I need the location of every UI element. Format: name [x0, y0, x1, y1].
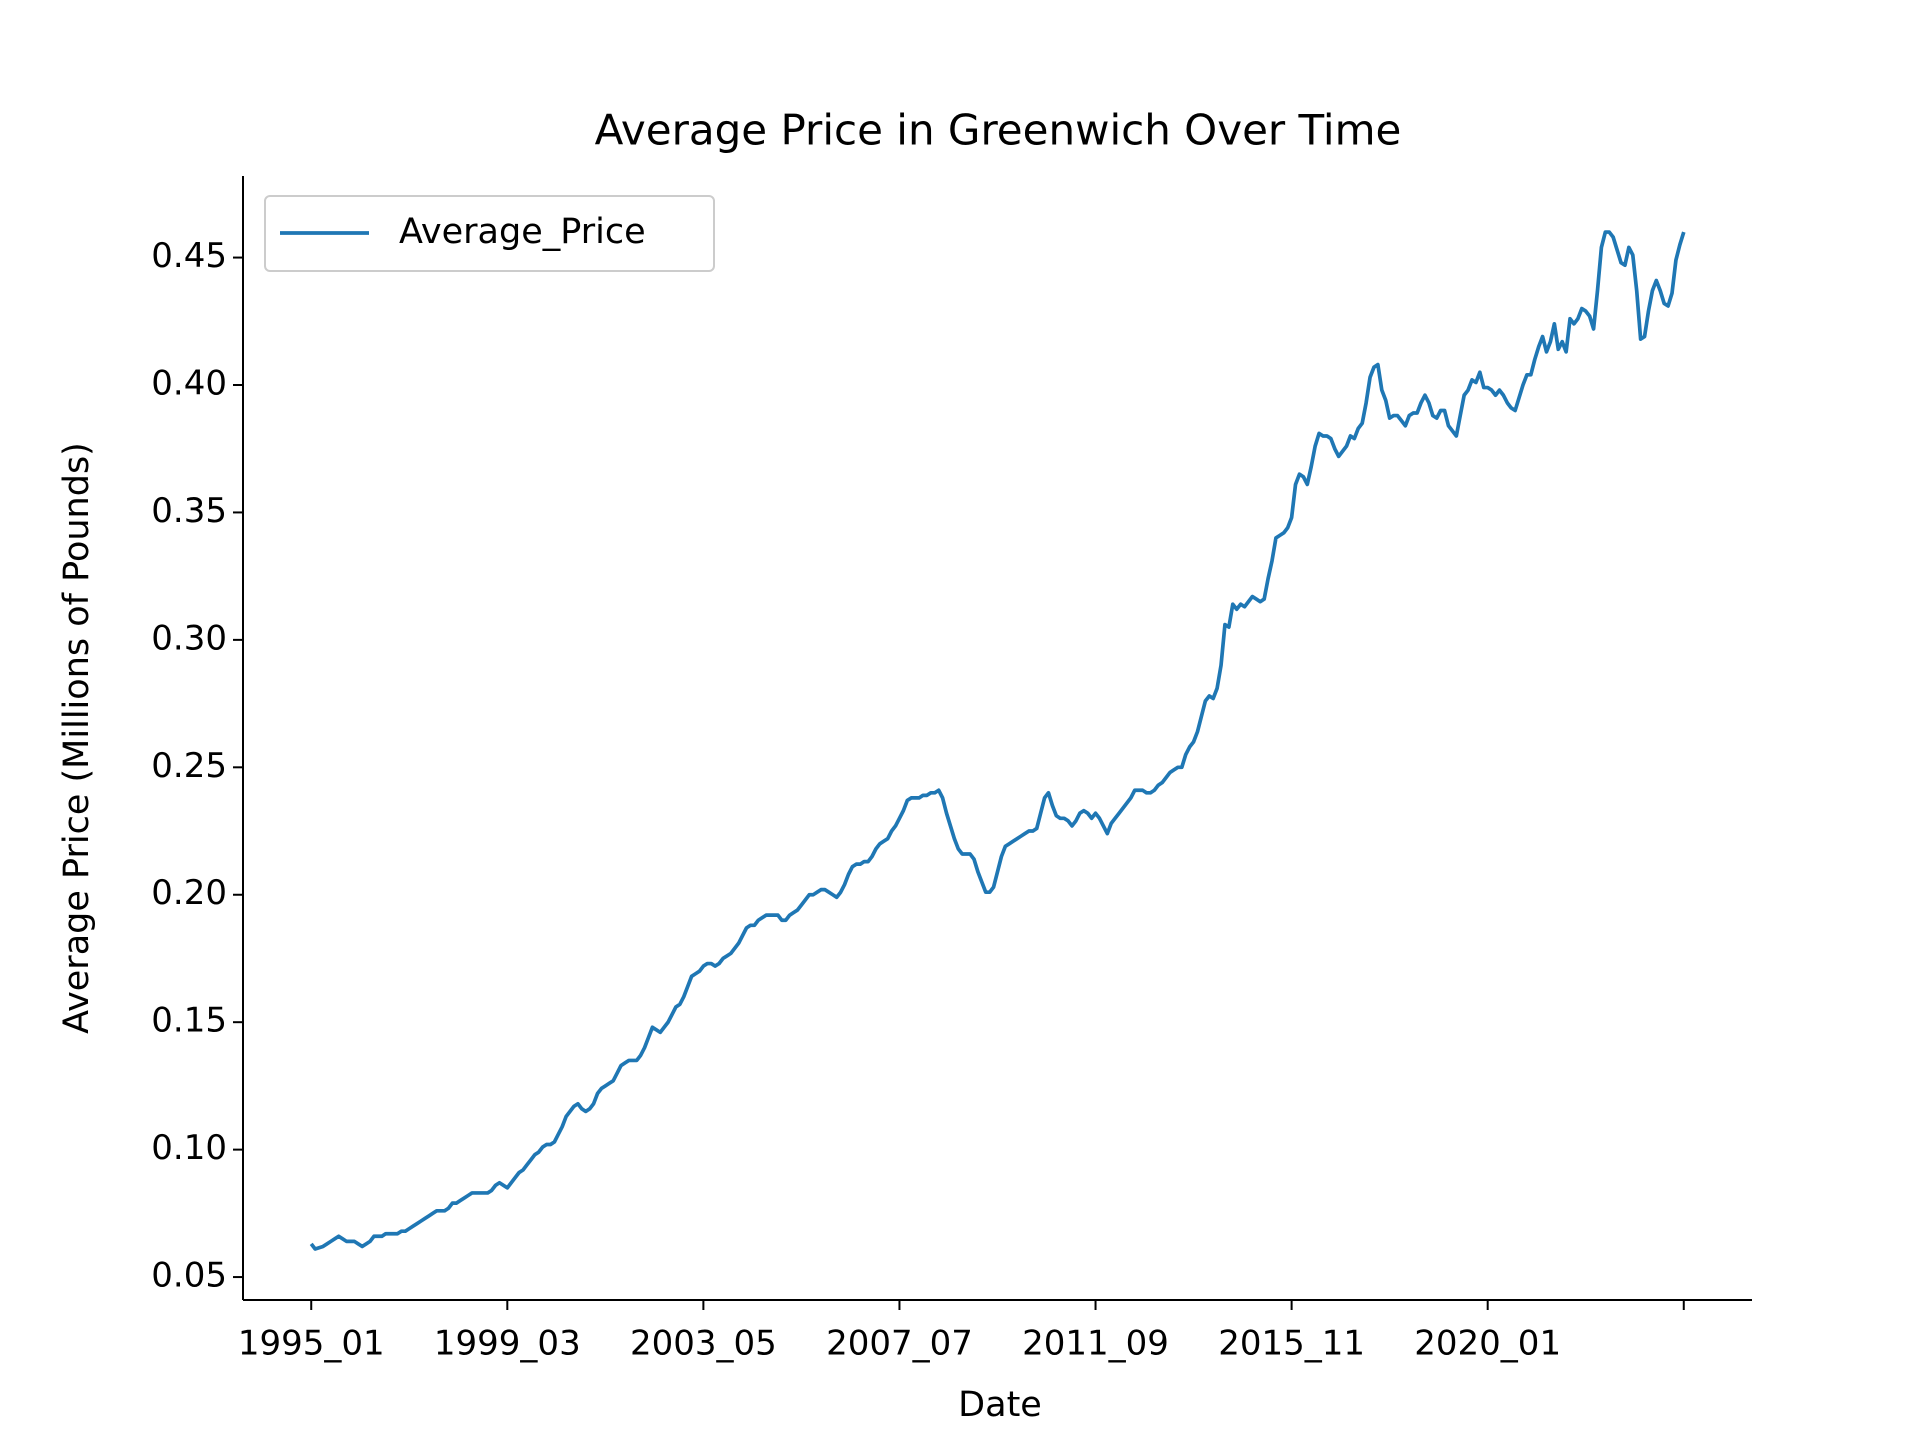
x-tick-label: 1999_03	[434, 1324, 581, 1364]
legend-box	[264, 195, 715, 272]
y-tick-label: 0.05	[151, 1256, 227, 1296]
x-axis-label: Date	[958, 1385, 1042, 1425]
y-tick-label: 0.25	[151, 746, 227, 786]
y-axis-label: Average Price (Millions of Pounds)	[57, 442, 97, 1034]
y-tick-label: 0.30	[151, 618, 227, 658]
y-tick-label: 0.40	[151, 363, 227, 403]
data-line	[309, 230, 1686, 1251]
x-tick-label: 2003_05	[630, 1324, 777, 1364]
x-tick-label: 2007_07	[826, 1324, 973, 1364]
x-tick-label: 2015_11	[1218, 1324, 1365, 1364]
y-tick-label: 0.15	[151, 1001, 227, 1041]
y-tick-label: 0.10	[151, 1128, 227, 1168]
legend-label: Average_Price	[399, 212, 646, 252]
y-tick-label: 0.35	[151, 491, 227, 531]
y-tick-label: 0.45	[151, 236, 227, 276]
x-tick-label: 2020_01	[1414, 1324, 1561, 1364]
x-tick-label: 2011_09	[1022, 1324, 1169, 1364]
x-tick-label: 1995_01	[238, 1324, 385, 1364]
legend: Average_Price	[264, 195, 715, 272]
y-tick-label: 0.20	[151, 873, 227, 913]
chart-title: Average Price in Greenwich Over Time	[595, 106, 1402, 155]
